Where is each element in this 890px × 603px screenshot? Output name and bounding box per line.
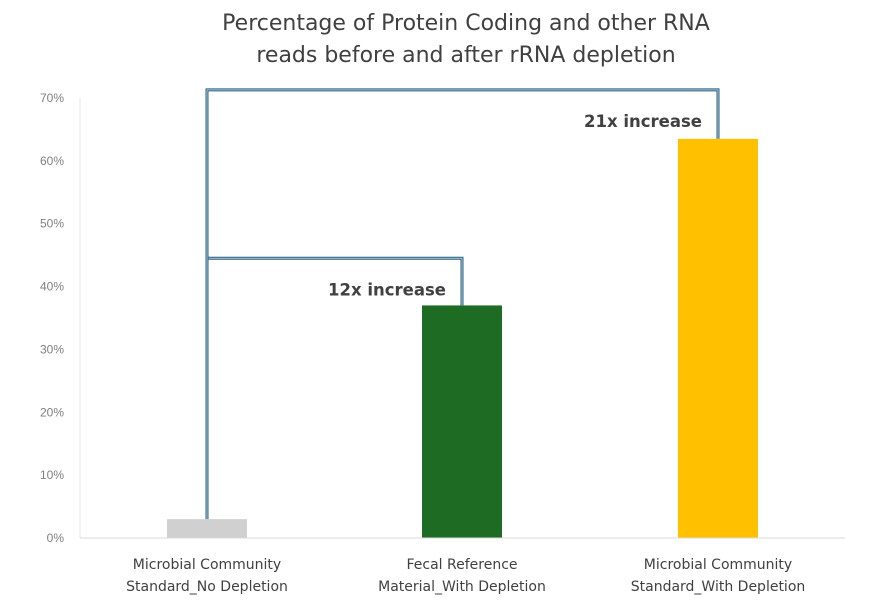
- annotations: 12x increase 21x increase: [328, 112, 702, 299]
- y-tick-label: 0%: [47, 531, 65, 545]
- y-tick-label: 30%: [40, 342, 64, 356]
- annotation-label: 21x increase: [584, 112, 702, 131]
- bar: [422, 305, 502, 538]
- bars: [167, 138, 758, 538]
- y-tick-label: 70%: [40, 91, 64, 105]
- y-tick-label: 50%: [40, 217, 64, 231]
- bar: [167, 519, 247, 538]
- y-tick-label: 20%: [40, 405, 64, 419]
- x-tick-label: Microbial Community Standard_No Depletion: [126, 557, 288, 595]
- annotation-brackets: [205, 88, 720, 520]
- x-tick-label: Microbial Community Standard_With Depleti…: [631, 557, 806, 595]
- x-tick-label: Fecal Reference Material_With Depletion: [378, 557, 546, 595]
- bar: [678, 138, 758, 538]
- y-tick-label: 10%: [40, 468, 64, 482]
- annotation-bracket-highlight: [206, 89, 719, 520]
- chart-title-line: Percentage of Protein Coding and other R…: [222, 11, 710, 36]
- y-axis: 0% 10% 20% 30% 40% 50% 60% 70%: [40, 91, 81, 545]
- y-tick-label: 40%: [40, 280, 64, 294]
- x-axis: Microbial Community Standard_No Depletion…: [80, 537, 845, 595]
- annotation-label: 12x increase: [328, 280, 446, 299]
- chart-title: Percentage of Protein Coding and other R…: [222, 11, 710, 68]
- chart-title-line: reads before and after rRNA depletion: [256, 43, 675, 68]
- y-tick-label: 60%: [40, 154, 64, 168]
